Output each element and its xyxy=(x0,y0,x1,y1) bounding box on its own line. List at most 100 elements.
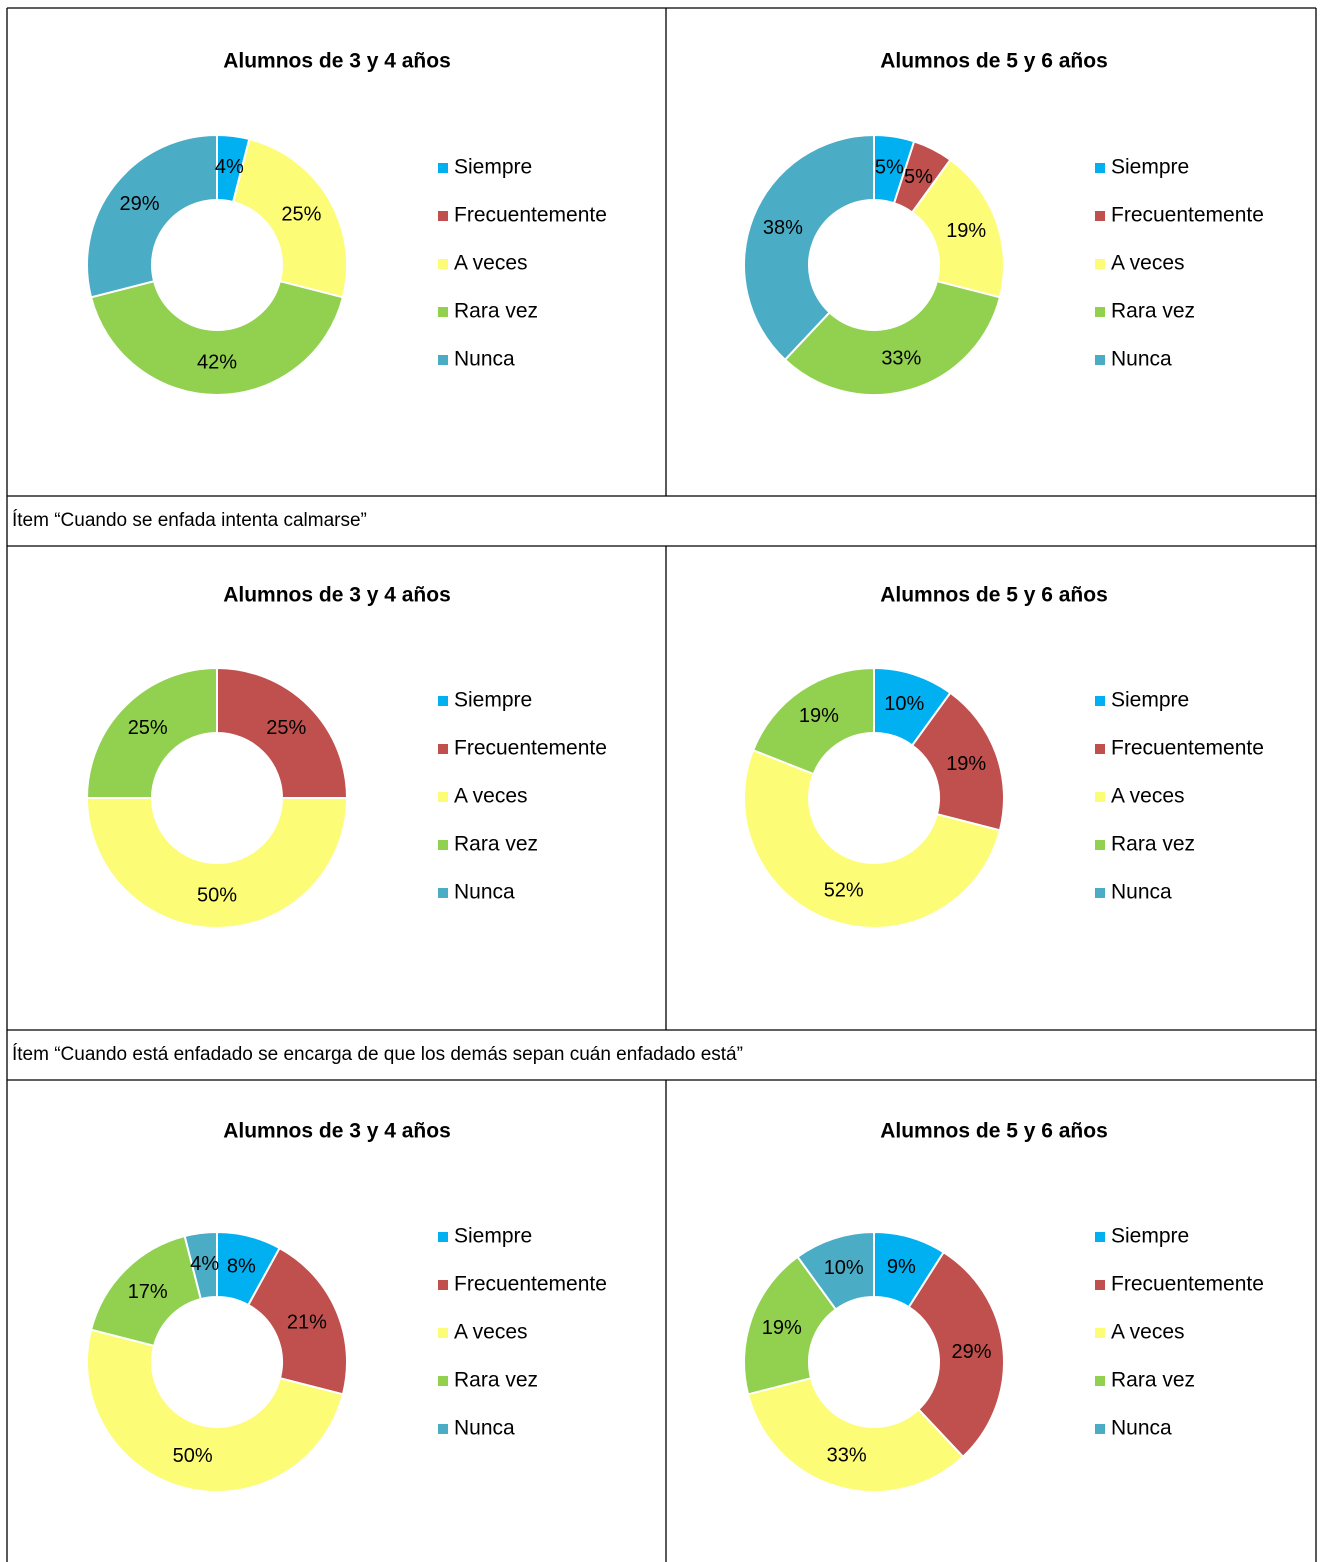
legend-swatch xyxy=(1095,1232,1105,1242)
data-label: 33% xyxy=(881,347,921,369)
legend-label: A veces xyxy=(1111,785,1185,808)
legend-swatch xyxy=(438,792,448,802)
legend-label: Nunca xyxy=(454,881,515,904)
legend-label: Frecuentemente xyxy=(454,204,607,227)
caption: Ítem “Cuando está enfadado se encarga de… xyxy=(12,1044,743,1065)
legend-swatch xyxy=(1095,840,1105,850)
data-label: 8% xyxy=(227,1255,256,1277)
legend-swatch xyxy=(1095,211,1105,221)
legend-label: Frecuentemente xyxy=(454,737,607,760)
legend-label: Rara vez xyxy=(1111,833,1195,856)
caption: Ítem “Cuando se enfada intenta calmarse” xyxy=(12,510,367,531)
data-label: 10% xyxy=(824,1257,864,1279)
legend-label: Frecuentemente xyxy=(454,1273,607,1296)
legend-label: Rara vez xyxy=(1111,1369,1195,1392)
legend-label: Nunca xyxy=(1111,1417,1172,1440)
legend-swatch xyxy=(438,1424,448,1434)
legend-swatch xyxy=(438,307,448,317)
legend-swatch xyxy=(1095,259,1105,269)
legend-swatch xyxy=(438,163,448,173)
data-label: 50% xyxy=(173,1445,213,1467)
donut-slice xyxy=(796,1230,875,1311)
chart-title: Alumnos de 5 y 6 años xyxy=(880,584,1108,607)
legend-swatch xyxy=(1095,888,1105,898)
donut-slice xyxy=(743,1255,838,1396)
donut-slice xyxy=(751,666,875,776)
data-label: 25% xyxy=(266,717,306,739)
legend-label: A veces xyxy=(1111,1321,1185,1344)
table-borders xyxy=(6,7,1317,1562)
data-label: 29% xyxy=(952,1341,992,1363)
data-label: 17% xyxy=(128,1281,168,1303)
data-label: 19% xyxy=(946,753,986,775)
legend-label: A veces xyxy=(454,785,528,808)
legend-label: Frecuentemente xyxy=(1111,204,1264,227)
legend-swatch xyxy=(1095,163,1105,173)
donut-slice xyxy=(183,1230,218,1301)
chart: Alumnos de 5 y 6 años 9% 29% 33% 19% 10% Siemp… xyxy=(743,1120,1264,1493)
chart: Alumnos de 3 y 4 años 8% 21% 50% 17% 4% Siempr… xyxy=(86,1120,607,1493)
legend-swatch xyxy=(1095,744,1105,754)
donut-slice xyxy=(85,797,349,929)
legend-swatch xyxy=(1095,355,1105,365)
legend-swatch xyxy=(1095,792,1105,802)
legend-swatch xyxy=(438,1328,448,1338)
data-label: 33% xyxy=(827,1444,867,1466)
donut-slice xyxy=(910,158,1005,299)
legend-swatch xyxy=(1095,1424,1105,1434)
legend-label: Rara vez xyxy=(1111,300,1195,323)
chart-title: Alumnos de 5 y 6 años xyxy=(880,1120,1108,1143)
legend-label: Siempre xyxy=(454,156,532,179)
legend-label: A veces xyxy=(1111,252,1185,275)
legend-swatch xyxy=(438,1280,448,1290)
legend-swatch xyxy=(438,696,448,706)
donut-slice xyxy=(746,1376,965,1493)
data-label: 4% xyxy=(190,1253,219,1275)
donut-slice xyxy=(246,1246,348,1396)
data-label: 52% xyxy=(824,879,864,901)
legend-label: Siempre xyxy=(454,1225,532,1248)
legend-label: Nunca xyxy=(454,1417,515,1440)
data-label: 10% xyxy=(884,693,924,715)
chart: Alumnos de 5 y 6 años 10% 19% 52% 19% Siempre… xyxy=(743,584,1264,929)
legend-swatch xyxy=(1095,696,1105,706)
donut-slice xyxy=(743,133,875,362)
donut-slice xyxy=(231,137,348,299)
legend-label: A veces xyxy=(454,1321,528,1344)
legend-swatch xyxy=(438,744,448,754)
data-label: 38% xyxy=(763,217,803,239)
donut-slice xyxy=(85,666,218,799)
legend-swatch xyxy=(1095,307,1105,317)
data-label: 25% xyxy=(281,203,321,225)
legend-label: Rara vez xyxy=(454,833,538,856)
legend-label: Nunca xyxy=(454,348,515,371)
legend-swatch xyxy=(1095,1376,1105,1386)
legend-label: Nunca xyxy=(1111,348,1172,371)
chart: Alumnos de 3 y 4 años 25% 50% 25% Siempre Fre… xyxy=(85,584,607,929)
donut-slice xyxy=(86,133,218,299)
data-label: 21% xyxy=(287,1311,327,1333)
legend-label: Frecuentemente xyxy=(1111,737,1264,760)
donut-slice xyxy=(783,279,1002,396)
legend-swatch xyxy=(438,355,448,365)
legend-label: Siempre xyxy=(1111,689,1189,712)
legend-swatch xyxy=(438,211,448,221)
data-label: 19% xyxy=(946,220,986,242)
data-label: 5% xyxy=(904,166,933,188)
legend-label: A veces xyxy=(454,252,528,275)
data-label: 19% xyxy=(799,705,839,727)
legend-label: Rara vez xyxy=(454,300,538,323)
donut-slice xyxy=(743,748,1002,929)
chart-title: Alumnos de 5 y 6 años xyxy=(880,50,1108,73)
data-label: 25% xyxy=(128,717,168,739)
legend-swatch xyxy=(438,888,448,898)
legend-swatch xyxy=(1095,1328,1105,1338)
legend-label: Siempre xyxy=(1111,156,1189,179)
data-label: 50% xyxy=(197,884,237,906)
legend-swatch xyxy=(438,1232,448,1242)
chart-title: Alumnos de 3 y 4 años xyxy=(223,50,451,73)
legend-label: Frecuentemente xyxy=(1111,1273,1264,1296)
chart: Alumnos de 5 y 6 años 5% 5% 19% 33% 38% Siempr… xyxy=(743,50,1264,396)
legend-swatch xyxy=(438,840,448,850)
donut-slice xyxy=(907,1250,1005,1459)
